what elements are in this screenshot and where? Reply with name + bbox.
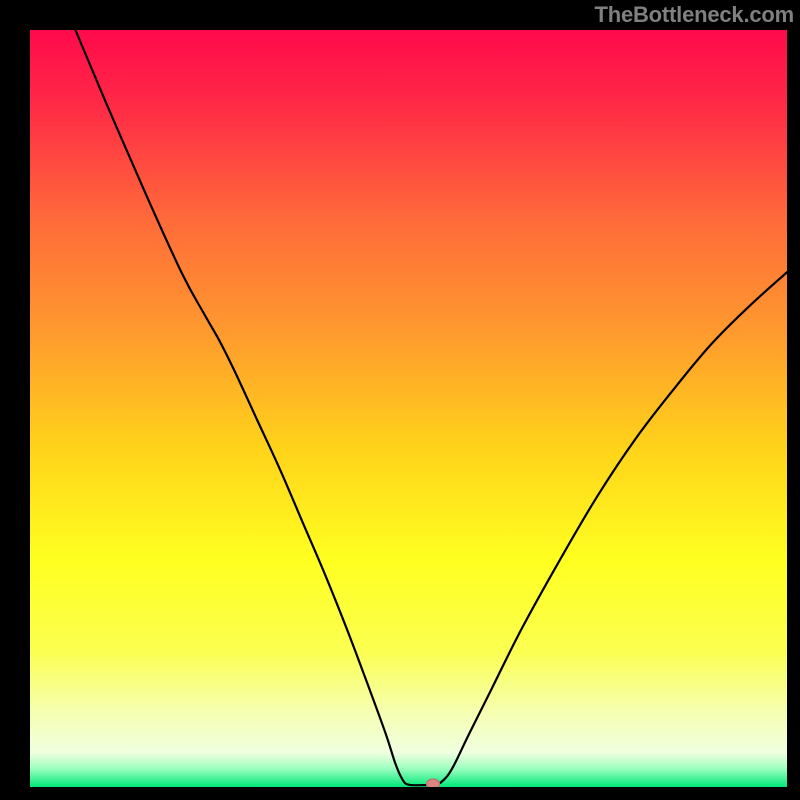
watermark-text: TheBottleneck.com xyxy=(594,2,794,28)
optimal-point-marker xyxy=(426,778,440,787)
bottleneck-curve xyxy=(30,30,787,787)
plot-area xyxy=(30,30,787,787)
